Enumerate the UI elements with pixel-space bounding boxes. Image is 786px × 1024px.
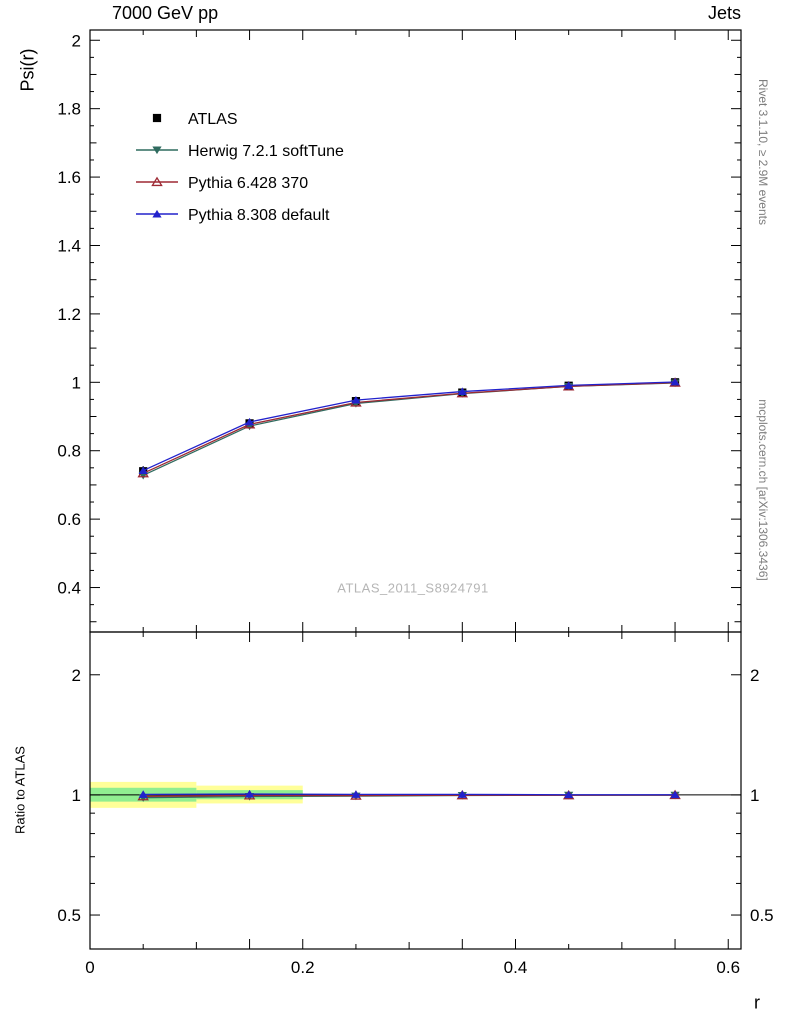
svg-text:1: 1 — [750, 786, 759, 805]
rivet-version-note: Rivet 3.1.10, ≥ 2.9M events — [756, 79, 770, 225]
svg-text:ATLAS: ATLAS — [188, 111, 238, 128]
svg-text:2: 2 — [72, 666, 81, 685]
svg-text:0.5: 0.5 — [750, 906, 774, 925]
svg-text:1: 1 — [72, 786, 81, 805]
svg-text:0.5: 0.5 — [57, 906, 81, 925]
svg-text:0.2: 0.2 — [291, 958, 315, 977]
svg-text:0.8: 0.8 — [57, 442, 81, 461]
series-main — [137, 377, 681, 480]
beam-energy-label: 7000 GeV pp — [112, 3, 219, 23]
ratio-panel-frame — [89, 631, 742, 950]
svg-text:1.6: 1.6 — [57, 168, 81, 187]
svg-text:Herwig 7.2.1 softTune: Herwig 7.2.1 softTune — [188, 143, 344, 160]
axis-ticks — [90, 30, 741, 949]
axis-tick-labels: 0.4 0.6 0.8 1 1.2 1.4 1.6 1.8 2 0.5 0.5 1 1 2 2 0 0.2 0.4… — [57, 31, 773, 977]
svg-text:1.2: 1.2 — [57, 305, 81, 324]
svg-text:0.4: 0.4 — [57, 579, 81, 598]
mcplots-attribution-note: mcplots.cern.ch [arXiv:1306.3436] — [756, 399, 770, 581]
svg-text:0.6: 0.6 — [57, 510, 81, 529]
svg-text:0.6: 0.6 — [716, 958, 740, 977]
ratio-y-axis-title: Ratio to ATLAS — [12, 746, 28, 834]
svg-text:0.4: 0.4 — [504, 958, 528, 977]
svg-text:2: 2 — [750, 666, 759, 685]
svg-text:Pythia 8.308 default: Pythia 8.308 default — [188, 207, 330, 224]
analysis-topic-label: Jets — [707, 3, 741, 23]
x-axis-title: r — [754, 992, 760, 1013]
series-ratio — [137, 789, 681, 802]
svg-text:1: 1 — [72, 373, 81, 392]
svg-text:Pythia 6.428 370: Pythia 6.428 370 — [188, 175, 308, 192]
svg-text:0: 0 — [85, 958, 94, 977]
analysis-id-watermark: ATLAS_2011_S8924791 — [337, 580, 489, 596]
legend: ATLAS Herwig 7.2.1 softTune Pythia 6.428 3… — [136, 111, 344, 224]
svg-text:1.4: 1.4 — [57, 236, 81, 255]
svg-text:2: 2 — [72, 31, 81, 50]
main-y-axis-title: Psi(r) — [17, 48, 38, 92]
svg-text:1.8: 1.8 — [57, 100, 81, 119]
